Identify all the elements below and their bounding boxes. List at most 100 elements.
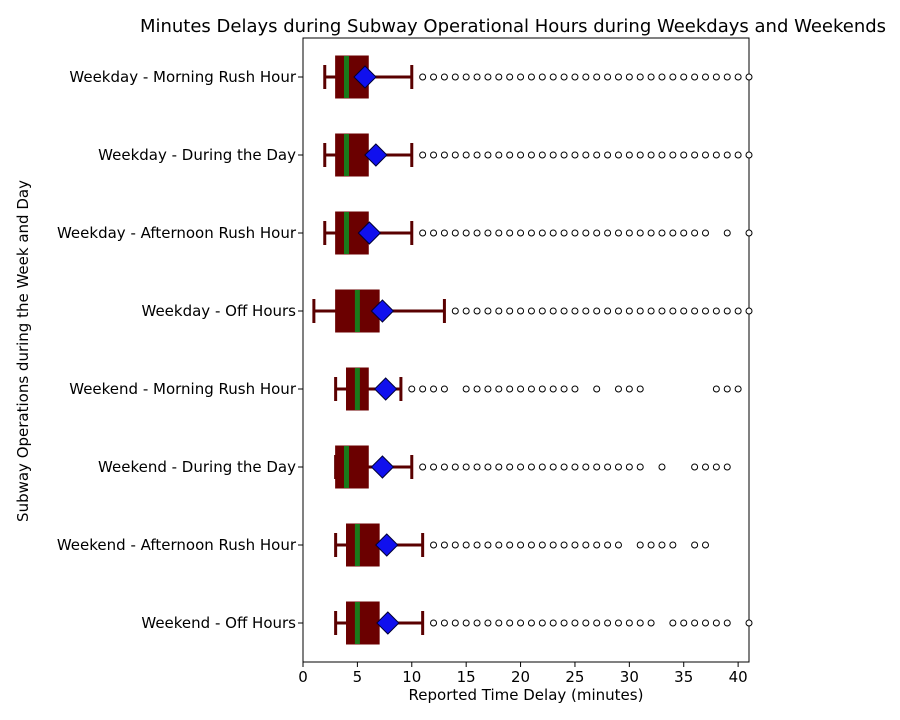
mean-marker: [375, 533, 399, 557]
outlier-point: [712, 463, 720, 471]
outlier-point: [484, 151, 492, 159]
outlier-point: [614, 619, 622, 627]
outlier-point: [669, 307, 677, 315]
outlier-point: [451, 463, 459, 471]
outlier-point: [571, 385, 579, 393]
outlier-point: [430, 541, 438, 549]
outlier-point: [636, 73, 644, 81]
outlier-point: [571, 73, 579, 81]
outlier-point: [440, 541, 448, 549]
mean-marker: [373, 377, 398, 401]
outlier-point: [691, 463, 699, 471]
box: [346, 601, 380, 645]
outlier-point: [527, 541, 535, 549]
outlier-point: [462, 463, 470, 471]
outlier-point: [430, 229, 438, 237]
outlier-point: [614, 229, 622, 237]
outlier-point: [691, 541, 699, 549]
outlier-point: [462, 229, 470, 237]
outlier-point: [517, 229, 525, 237]
outlier-point: [658, 307, 666, 315]
outlier-point: [517, 307, 525, 315]
outlier-point: [593, 73, 601, 81]
outlier-point: [549, 151, 557, 159]
outlier-point: [571, 307, 579, 315]
outlier-point: [593, 229, 601, 237]
outlier-point: [430, 385, 438, 393]
outlier-point: [527, 73, 535, 81]
outlier-point: [701, 151, 709, 159]
outlier-point: [701, 229, 709, 237]
outlier-point: [473, 619, 481, 627]
outlier-point: [440, 73, 448, 81]
outlier-point: [506, 463, 514, 471]
outlier-point: [712, 385, 720, 393]
outlier-point: [538, 307, 546, 315]
outlier-point: [625, 151, 633, 159]
mean-marker: [370, 299, 395, 323]
outlier-point: [430, 619, 438, 627]
outlier-point: [430, 463, 438, 471]
outlier-point: [430, 73, 438, 81]
outlier-point: [723, 619, 731, 627]
outlier-point: [419, 73, 427, 81]
outlier-point: [745, 619, 753, 627]
outlier-point: [625, 385, 633, 393]
outlier-point: [669, 151, 677, 159]
outlier-point: [745, 73, 753, 81]
outlier-point: [451, 73, 459, 81]
outlier-point: [484, 619, 492, 627]
mean-marker: [376, 611, 400, 635]
outlier-point: [571, 151, 579, 159]
outlier-point: [647, 307, 655, 315]
outlier-point: [560, 619, 568, 627]
outlier-point: [734, 73, 742, 81]
x-tick-label: 30: [620, 668, 639, 686]
outlier-point: [451, 151, 459, 159]
outlier-point: [691, 619, 699, 627]
outlier-point: [636, 229, 644, 237]
outlier-point: [614, 151, 622, 159]
outlier-point: [440, 385, 448, 393]
y-category-label: Weekday - Off Hours: [142, 302, 297, 320]
outlier-point: [604, 229, 612, 237]
outlier-point: [593, 619, 601, 627]
x-axis-label: Reported Time Delay (minutes): [409, 686, 644, 704]
outlier-point: [538, 151, 546, 159]
outlier-point: [451, 229, 459, 237]
outlier-point: [669, 73, 677, 81]
mean-marker: [364, 143, 388, 167]
outlier-point: [517, 151, 525, 159]
outlier-point: [484, 307, 492, 315]
box: [335, 445, 369, 489]
outlier-point: [614, 463, 622, 471]
outlier-point: [571, 541, 579, 549]
outlier-point: [647, 619, 655, 627]
outlier-point: [517, 73, 525, 81]
outlier-point: [517, 463, 525, 471]
outlier-point: [593, 151, 601, 159]
outlier-point: [604, 73, 612, 81]
outlier-point: [625, 307, 633, 315]
y-axis-label: Subway Operations during the Week and Da…: [14, 180, 32, 522]
plot-frame: [302, 37, 750, 663]
outlier-point: [604, 151, 612, 159]
outlier-point: [473, 307, 481, 315]
outlier-point: [495, 73, 503, 81]
outlier-point: [462, 151, 470, 159]
outlier-point: [734, 151, 742, 159]
outlier-point: [647, 151, 655, 159]
outlier-point: [680, 307, 688, 315]
outlier-point: [614, 541, 622, 549]
outlier-point: [636, 541, 644, 549]
outlier-point: [647, 229, 655, 237]
outlier-point: [506, 385, 514, 393]
outlier-point: [484, 73, 492, 81]
outlier-point: [701, 73, 709, 81]
outlier-point: [701, 463, 709, 471]
outlier-point: [636, 385, 644, 393]
outlier-point: [560, 151, 568, 159]
outlier-point: [538, 619, 546, 627]
outlier-point: [712, 619, 720, 627]
